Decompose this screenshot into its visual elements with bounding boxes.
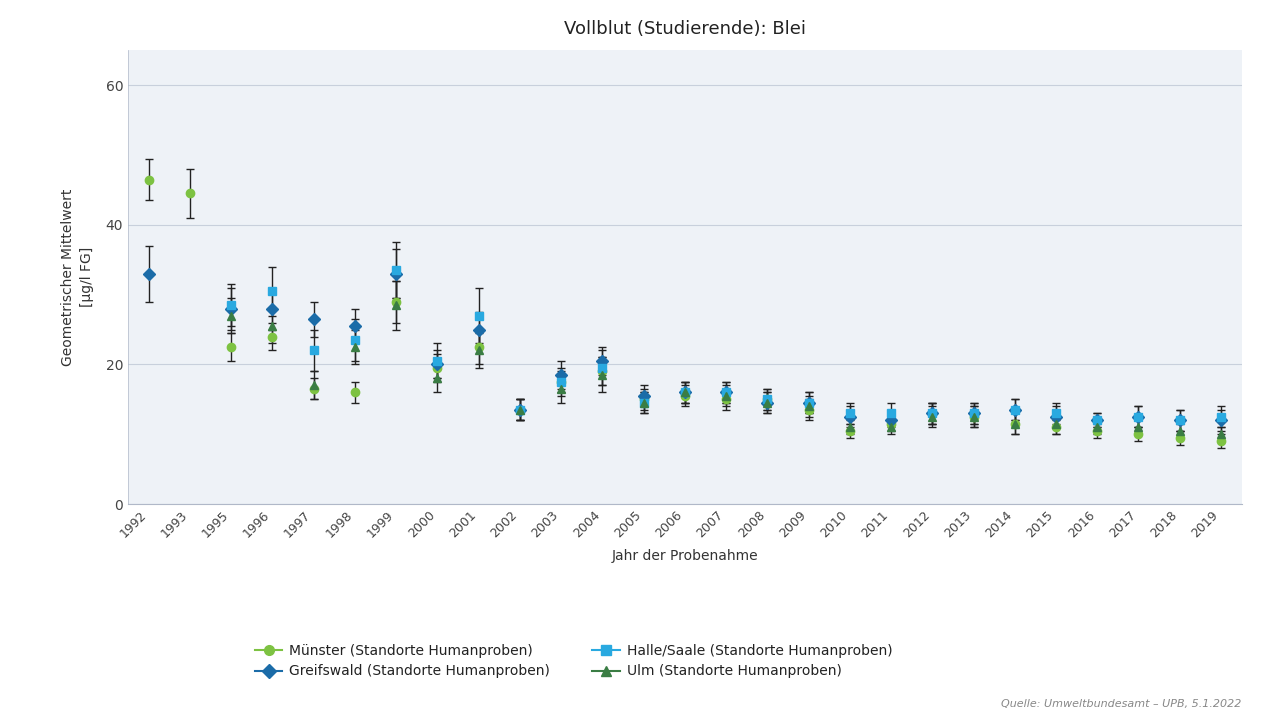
X-axis label: Jahr der Probenahme: Jahr der Probenahme [612, 549, 758, 563]
Legend: Münster (Standorte Humanproben), Greifswald (Standorte Humanproben), Halle/Saale: Münster (Standorte Humanproben), Greifsw… [250, 638, 897, 684]
Y-axis label: Geometrischer Mittelwert
[µg/l FG]: Geometrischer Mittelwert [µg/l FG] [61, 189, 95, 366]
Text: Quelle: Umweltbundesamt – UPB, 5.1.2022: Quelle: Umweltbundesamt – UPB, 5.1.2022 [1001, 699, 1242, 709]
Title: Vollblut (Studierende): Blei: Vollblut (Studierende): Blei [563, 19, 806, 37]
